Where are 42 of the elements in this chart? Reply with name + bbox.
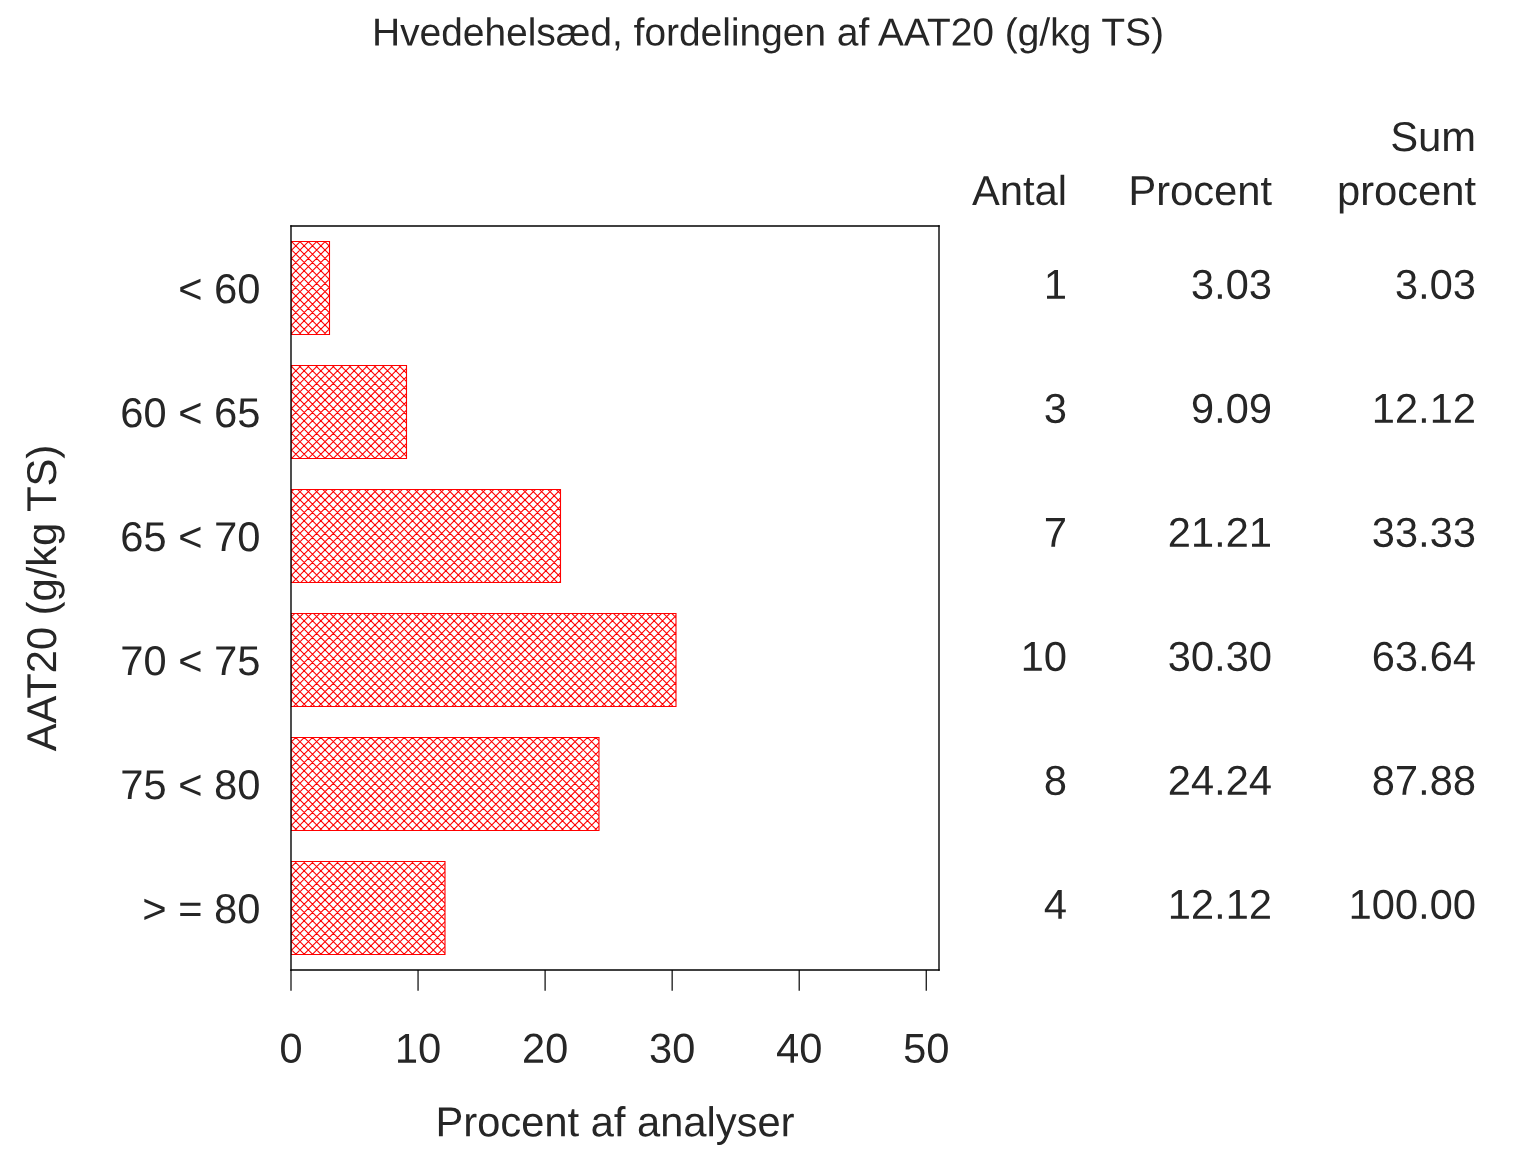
text: 33.33 xyxy=(1373,517,1475,548)
bar xyxy=(291,240,331,336)
text: 12.12 xyxy=(1374,393,1474,423)
y-axis-title: AAT20 (g/kg TS) xyxy=(25,447,65,752)
x-tick-label: 10 xyxy=(398,1033,440,1064)
text: 4 xyxy=(1044,890,1066,919)
text: 3 xyxy=(1045,393,1066,424)
bar xyxy=(291,612,677,708)
text: 100.00 xyxy=(1351,889,1475,920)
text: 3.03 xyxy=(1192,269,1271,300)
text: 12.12 xyxy=(1170,889,1270,919)
y-tick-label: < 60 xyxy=(180,274,259,304)
text: 21.21 xyxy=(1169,517,1270,547)
text: 7 xyxy=(1045,518,1065,547)
bar xyxy=(291,364,408,460)
x-tick-label: 30 xyxy=(650,1033,694,1064)
y-tick-label: > = 80 xyxy=(144,894,259,924)
text: 8 xyxy=(1045,765,1066,796)
text: Sum procent xyxy=(1339,121,1476,214)
text: Antal xyxy=(972,174,1065,206)
x-tick-label: 40 xyxy=(777,1033,821,1064)
x-tick-label: 50 xyxy=(904,1033,948,1064)
y-tick-label: 65 < 70 xyxy=(122,522,259,552)
y-tick-label: 60 < 65 xyxy=(122,398,259,428)
text: 24.24 xyxy=(1169,765,1271,795)
bar xyxy=(291,488,562,584)
text: 10 xyxy=(1023,641,1066,672)
text: 1 xyxy=(1047,270,1065,299)
y-tick-label: 75 < 80 xyxy=(122,770,259,800)
text: 87.88 xyxy=(1373,765,1475,796)
bar xyxy=(291,860,446,956)
x-tick-label: 20 xyxy=(524,1033,567,1064)
text: 63.64 xyxy=(1373,641,1475,672)
chart-title: Hvedehelsæd, fordelingen af AAT20 (g/kg TS) xyxy=(375,17,1162,54)
text: Procent xyxy=(1131,176,1272,206)
text: 9.09 xyxy=(1192,393,1271,424)
text: 30.30 xyxy=(1169,641,1271,672)
bar xyxy=(291,736,600,832)
x-axis-title: Procent af analyser xyxy=(438,1106,794,1145)
text: 3.03 xyxy=(1396,269,1475,300)
y-tick-label: 70 < 75 xyxy=(122,646,259,676)
x-tick-label: 0 xyxy=(281,1033,301,1064)
